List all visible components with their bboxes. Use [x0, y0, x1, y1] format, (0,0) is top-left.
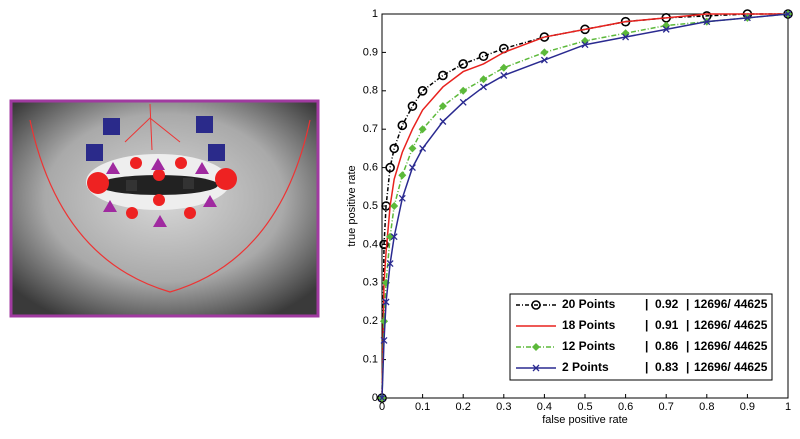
x-tick-label: 0.6	[618, 401, 633, 413]
marker	[438, 102, 447, 111]
x-tick-label: 0.3	[496, 401, 511, 413]
marker	[417, 86, 428, 96]
marker	[398, 171, 407, 180]
y-tick-label: 0.2	[363, 315, 378, 327]
y-tick-label: 0.3	[363, 277, 378, 289]
marker	[459, 86, 468, 95]
marker	[390, 202, 399, 210]
x-tick-label: 0.9	[740, 401, 755, 413]
marker	[662, 25, 670, 33]
marker	[419, 144, 427, 152]
y-axis-label: true positive rate	[346, 165, 358, 246]
marker	[380, 336, 388, 344]
y-tick-label: 0.9	[363, 46, 378, 58]
x-tick-label: 0	[379, 401, 385, 413]
x-tick-label: 0.4	[537, 401, 552, 413]
y-tick-label: 0.8	[363, 85, 378, 97]
legend-marker	[532, 364, 540, 372]
legend-auc: 0.92	[655, 297, 679, 311]
marker	[418, 125, 427, 134]
legend-marker	[531, 300, 541, 310]
marker	[540, 48, 549, 57]
marker	[478, 51, 489, 62]
x-axis-label: false positive rate	[542, 414, 628, 426]
legend-separator: |	[645, 360, 648, 374]
legend-count: 12696/ 44625	[694, 318, 768, 332]
legend-separator: |	[645, 297, 648, 311]
legend-separator: |	[645, 318, 648, 332]
marker	[499, 63, 508, 72]
y-tick-label: 0.5	[363, 200, 378, 212]
y-tick-label: 1	[372, 8, 378, 20]
marker	[459, 98, 467, 106]
marker	[379, 239, 389, 250]
y-tick-label: 0.1	[363, 354, 378, 366]
x-tick-label: 1	[785, 401, 791, 413]
marker	[385, 162, 395, 173]
legend-separator: |	[686, 297, 689, 311]
x-tick-label: 0.5	[577, 401, 592, 413]
marker	[581, 41, 589, 49]
marker	[408, 164, 416, 172]
x-tick-label: 0.7	[659, 401, 674, 413]
legend-count: 12696/ 44625	[694, 360, 768, 374]
y-tick-label: 0	[372, 392, 378, 404]
legend-auc: 0.86	[655, 339, 679, 353]
marker	[458, 59, 469, 69]
legend-auc: 0.91	[655, 318, 679, 332]
legend-label: 12 Points	[562, 339, 616, 353]
marker	[397, 120, 408, 131]
marker	[479, 75, 488, 84]
marker	[380, 317, 389, 326]
x-tick-label: 0.1	[415, 401, 430, 413]
marker	[408, 144, 417, 153]
legend-count: 12696/ 44625	[694, 297, 768, 311]
marker	[398, 194, 406, 202]
legend-label: 20 Points	[562, 297, 616, 311]
legend-separator: |	[645, 339, 648, 353]
legend-separator: |	[686, 339, 689, 353]
legend-count: 12696/ 44625	[694, 339, 768, 353]
marker	[390, 233, 398, 241]
legend-auc: 0.83	[655, 360, 679, 374]
x-tick-label: 0.2	[456, 401, 471, 413]
marker	[378, 394, 386, 402]
marker	[743, 14, 751, 22]
marker	[407, 101, 418, 111]
marker	[382, 298, 390, 306]
marker	[540, 56, 548, 64]
marker	[438, 70, 448, 81]
legend-marker	[532, 343, 540, 351]
legend-separator: |	[686, 318, 689, 332]
legend	[509, 293, 773, 381]
marker	[439, 118, 447, 125]
face-image	[9, 99, 320, 318]
x-tick-label: 0.8	[699, 401, 714, 413]
y-tick-label: 0.4	[363, 238, 378, 250]
marker	[622, 33, 630, 41]
series-line	[381, 13, 788, 399]
marker	[386, 260, 394, 268]
marker	[703, 18, 711, 26]
marker	[500, 71, 508, 79]
y-tick-label: 0.7	[363, 123, 378, 135]
marker	[784, 10, 792, 18]
marker	[480, 83, 487, 91]
series-line	[381, 13, 788, 399]
y-tick-label: 0.6	[363, 162, 378, 174]
legend-label: 18 Points	[562, 318, 616, 332]
marker	[389, 143, 399, 154]
legend-separator: |	[686, 360, 689, 374]
legend-label: 2 Points	[562, 360, 609, 374]
